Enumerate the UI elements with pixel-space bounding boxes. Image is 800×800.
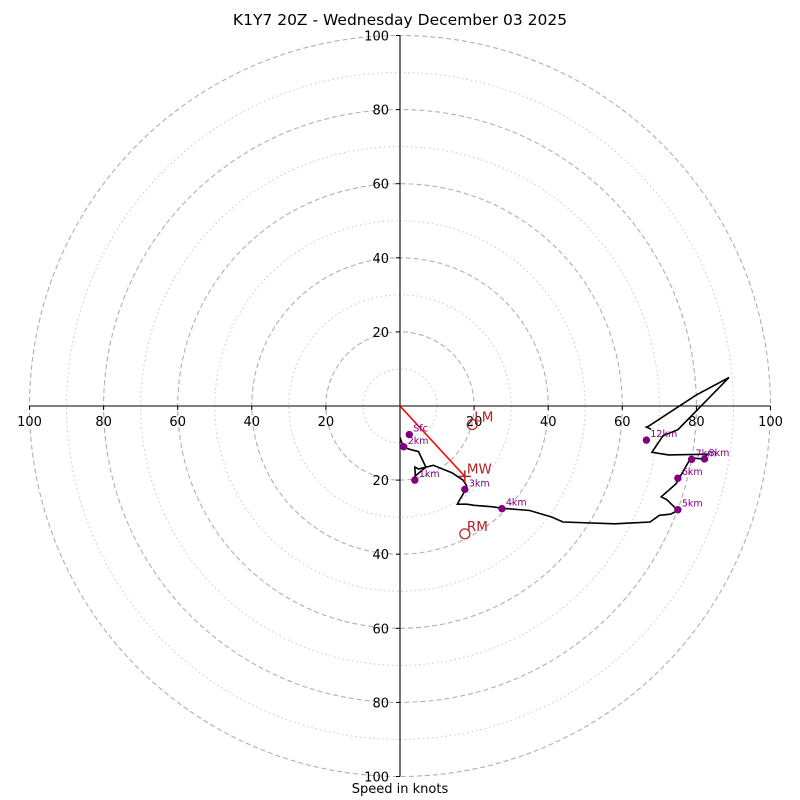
height-marker-2	[411, 476, 419, 484]
tick-label-x-pos-20: 20	[466, 415, 483, 430]
tick-label-y-pos-20: 20	[372, 326, 389, 341]
tick-label-x-neg-100: 100	[17, 415, 42, 430]
tick-label-y-pos-60: 60	[372, 178, 389, 193]
tick-label-x-neg-80: 80	[95, 415, 112, 430]
height-marker-4	[498, 504, 506, 513]
height-label-6: 6km	[682, 467, 703, 478]
height-label-5: 5km	[682, 499, 703, 510]
storm-marker-lm	[466, 418, 478, 431]
tick-label-x-pos-60: 60	[614, 415, 631, 430]
height-marker-8	[700, 455, 709, 463]
height-label-4: 4km	[506, 498, 527, 509]
height-label-7: 7km	[696, 448, 717, 459]
height-marker-0	[405, 430, 413, 439]
tick-label-x-pos-100: 100	[758, 415, 783, 430]
x-axis-label: Speed in knots	[351, 782, 449, 797]
height-marker-1	[400, 443, 408, 451]
tick-label-x-neg-20: 20	[318, 415, 335, 430]
tick-label-y-neg-100: 100	[364, 771, 389, 786]
chart-title: K1Y7 20Z - Wednesday December 03 2025	[232, 11, 568, 29]
height-marker-5	[674, 506, 682, 514]
hodograph-trace	[399, 376, 730, 525]
height-marker-7	[687, 455, 696, 464]
storm-label-rm: RM	[467, 519, 488, 535]
tick-label-y-pos-40: 40	[372, 252, 389, 267]
tick-label-x-neg-40: 40	[244, 415, 261, 430]
height-label-9: 12km	[650, 429, 677, 440]
height-label-8: 8km	[709, 448, 730, 459]
tick-label-x-pos-80: 80	[688, 415, 705, 430]
tick-label-y-neg-20: 20	[372, 474, 389, 489]
tick-label-y-neg-60: 60	[372, 622, 389, 637]
shear-vector-line	[399, 405, 466, 477]
tick-label-x-neg-60: 60	[169, 415, 186, 430]
height-label-2: 1km	[419, 469, 440, 480]
storm-label-mw: MW	[467, 461, 492, 477]
storm-marker-rm	[459, 528, 471, 540]
height-marker-9	[642, 436, 651, 444]
height-label-3: 3km	[469, 478, 490, 489]
tick-label-y-neg-40: 40	[372, 548, 389, 563]
tick-label-x-pos-40: 40	[540, 415, 557, 430]
height-label-0: Sfc	[413, 424, 428, 435]
storm-label-lm: LM	[474, 410, 493, 426]
tick-label-y-pos-100: 100	[364, 30, 389, 45]
height-marker-3	[461, 485, 469, 494]
height-marker-6	[674, 474, 682, 482]
tick-label-y-pos-80: 80	[372, 104, 389, 119]
tick-label-y-neg-80: 80	[372, 696, 389, 711]
height-label-1: 2km	[408, 436, 429, 447]
